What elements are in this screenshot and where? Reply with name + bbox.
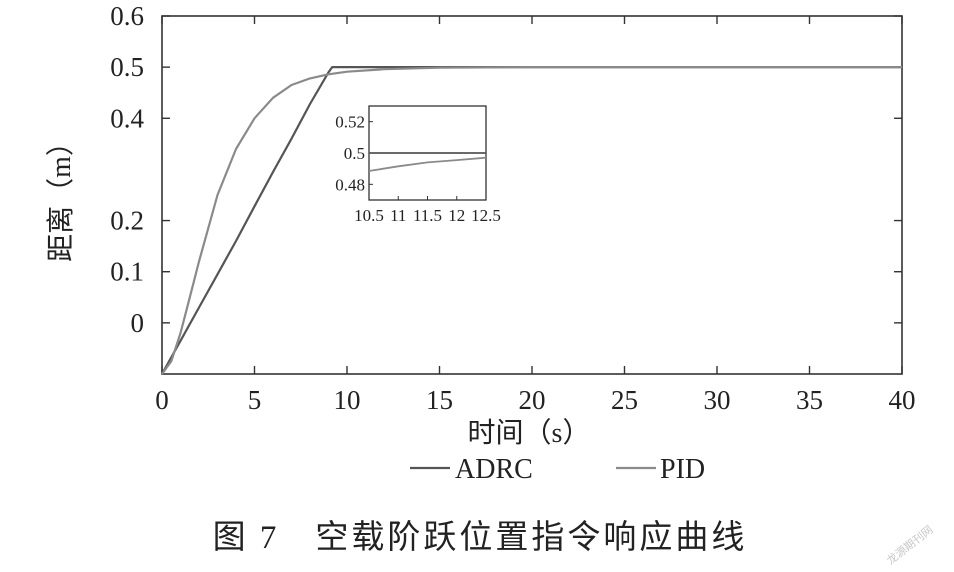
watermark: 龙源期刊网 — [884, 522, 936, 567]
y-tick-label: 0.4 — [110, 103, 144, 133]
inset-x-tick-label: 12 — [448, 206, 465, 225]
y-tick-label: 0 — [131, 308, 145, 338]
legend-label-pid: PID — [660, 454, 705, 485]
y-tick-label: 0.5 — [110, 52, 144, 82]
inset-x-tick-label: 12.5 — [471, 206, 501, 225]
inset-y-tick-label: 0.48 — [335, 175, 365, 194]
inset-y-tick-label: 0.5 — [344, 144, 365, 163]
x-tick-label: 5 — [248, 385, 262, 415]
x-tick-label: 25 — [611, 385, 638, 415]
plot-frame — [161, 15, 903, 375]
inset-series-line-pid — [368, 156, 487, 172]
x-tick-label: 35 — [796, 385, 823, 415]
y-tick-label: 0.2 — [110, 206, 144, 236]
x-tick-label: 15 — [426, 385, 453, 415]
y-tick-label: 0.1 — [110, 257, 144, 287]
inset-x-tick-label: 10.5 — [354, 206, 384, 225]
x-tick-label: 20 — [519, 385, 546, 415]
x-tick-label: 0 — [155, 385, 169, 415]
inset-x-tick-label: 11 — [390, 206, 406, 225]
x-tick-label: 40 — [889, 385, 916, 415]
series-line-pid — [161, 65, 902, 375]
x-tick-label: 30 — [704, 385, 731, 415]
inset-x-tick-label: 11.5 — [413, 206, 442, 225]
y-axis-title: 距离（m） — [45, 128, 77, 262]
legend-label-adrc: ADRC — [455, 454, 533, 485]
x-tick-label: 10 — [334, 385, 361, 415]
legend: ADRC PID — [410, 454, 705, 485]
x-axis-title: 时间（s） — [468, 417, 591, 449]
figure-caption: 图 7 空载阶跃位置指令响应曲线 — [213, 519, 748, 556]
series-line-adrc — [161, 65, 902, 375]
inset-y-tick-label: 0.52 — [335, 113, 365, 132]
main-chart: 0 5 10 15 20 25 30 35 40 0 0.1 0.2 0.4 0.5 0.6 时间（s） 距离（… — [45, 1, 916, 449]
y-tick-label: 0.6 — [110, 1, 144, 31]
inset-chart: 0.48 0.5 0.52 10.5 11 11.5 12 12.5 — [335, 105, 501, 225]
